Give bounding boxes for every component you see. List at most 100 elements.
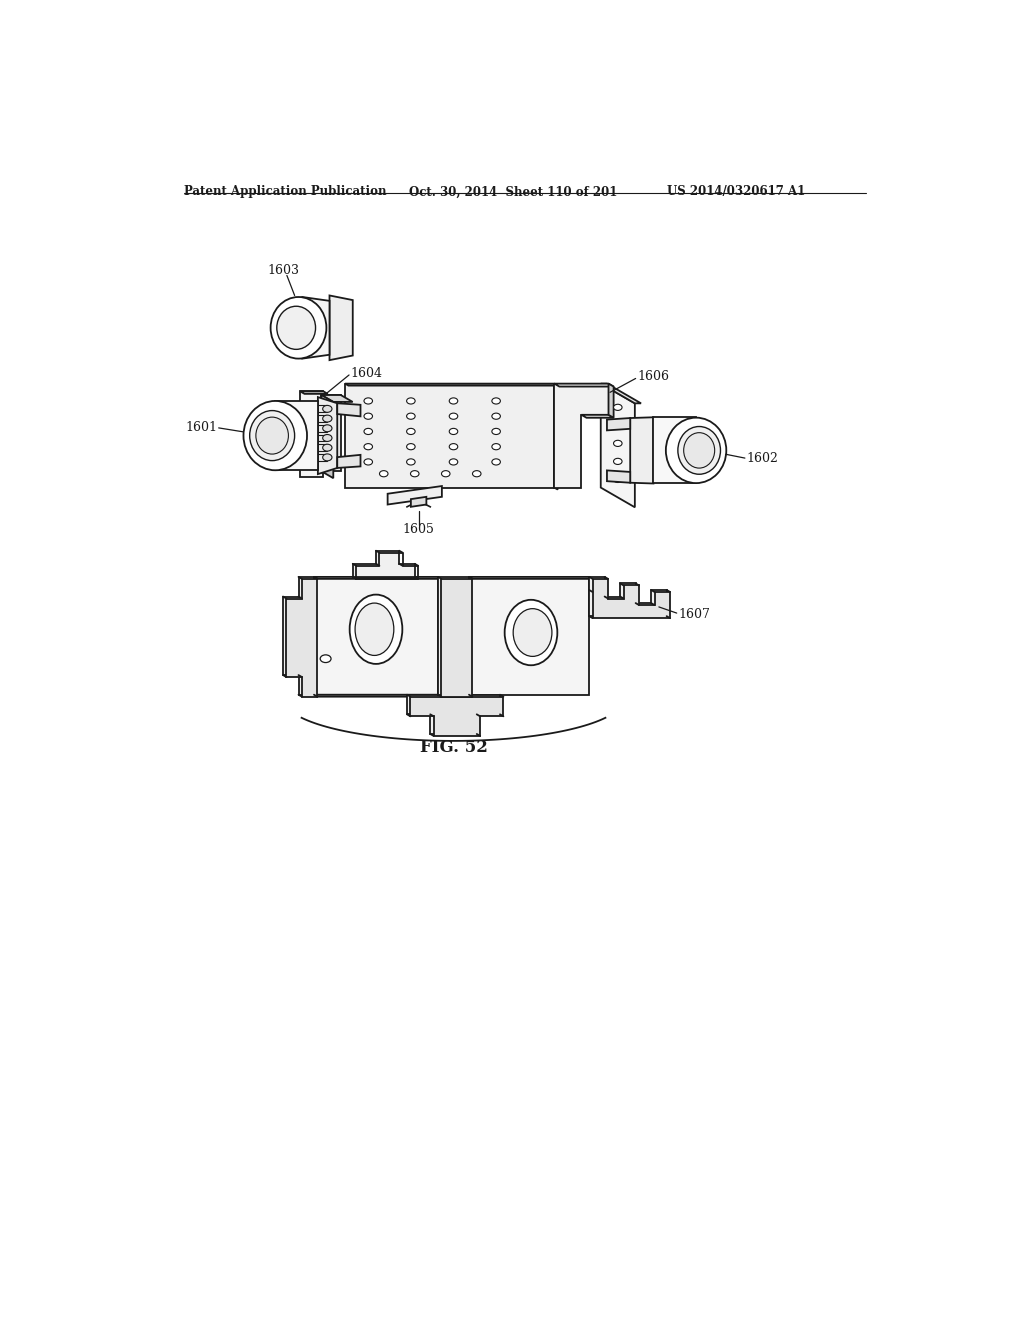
Ellipse shape [299,434,308,441]
Ellipse shape [450,429,458,434]
Ellipse shape [364,397,373,404]
Polygon shape [554,384,558,490]
Polygon shape [607,470,630,483]
Ellipse shape [492,429,501,434]
Ellipse shape [364,429,373,434]
Ellipse shape [364,444,373,450]
Ellipse shape [450,397,458,404]
Ellipse shape [492,413,501,420]
Polygon shape [630,417,653,483]
Polygon shape [314,577,441,579]
Polygon shape [411,697,504,737]
Ellipse shape [299,414,308,422]
Ellipse shape [613,404,622,411]
Ellipse shape [270,297,327,359]
Ellipse shape [450,444,458,450]
Ellipse shape [321,655,331,663]
Ellipse shape [513,609,552,656]
Ellipse shape [299,445,308,451]
Ellipse shape [684,433,715,469]
Ellipse shape [250,411,295,461]
Text: Oct. 30, 2014  Sheet 110 of 201: Oct. 30, 2014 Sheet 110 of 201 [409,185,616,198]
Text: 1607: 1607 [678,609,710,622]
Polygon shape [300,392,328,393]
Polygon shape [337,404,360,416]
Ellipse shape [323,405,332,412]
Text: 1604: 1604 [350,367,383,380]
Ellipse shape [299,405,308,412]
Polygon shape [322,395,341,471]
Ellipse shape [276,306,315,350]
Text: Patent Application Publication: Patent Application Publication [183,185,386,198]
Ellipse shape [364,413,373,420]
Polygon shape [345,384,558,385]
Text: 1601: 1601 [185,421,217,434]
Polygon shape [352,550,415,577]
Polygon shape [441,579,472,697]
Polygon shape [601,384,635,507]
Ellipse shape [407,429,415,434]
Polygon shape [287,579,317,697]
Ellipse shape [349,594,402,664]
Polygon shape [554,384,613,387]
Ellipse shape [441,471,450,477]
Ellipse shape [450,459,458,465]
Polygon shape [283,577,314,694]
Ellipse shape [613,458,622,465]
Ellipse shape [256,417,289,454]
Ellipse shape [407,444,415,450]
Ellipse shape [678,426,721,474]
Ellipse shape [613,477,622,483]
Polygon shape [582,414,613,417]
Polygon shape [314,694,441,697]
Polygon shape [388,486,442,504]
Polygon shape [322,395,352,401]
Ellipse shape [613,422,622,429]
Polygon shape [345,384,554,487]
Ellipse shape [450,413,458,420]
Polygon shape [653,417,696,483]
Ellipse shape [492,444,501,450]
Ellipse shape [613,441,622,446]
Ellipse shape [407,397,415,404]
Ellipse shape [380,471,388,477]
Ellipse shape [407,459,415,465]
Ellipse shape [299,454,308,461]
Polygon shape [302,297,330,359]
Polygon shape [317,397,337,474]
Polygon shape [469,577,593,579]
Ellipse shape [323,454,332,461]
Ellipse shape [492,397,501,404]
Ellipse shape [323,414,332,422]
Polygon shape [275,401,317,470]
Ellipse shape [323,434,332,441]
Text: FIG. 52: FIG. 52 [420,739,487,756]
Polygon shape [314,577,438,694]
Ellipse shape [407,413,415,420]
Text: 1606: 1606 [637,371,669,383]
Polygon shape [330,296,352,360]
Text: 1602: 1602 [746,451,778,465]
Text: 1603: 1603 [267,264,299,277]
Ellipse shape [505,599,557,665]
Polygon shape [407,694,500,734]
Ellipse shape [411,471,419,477]
Polygon shape [469,577,589,694]
Polygon shape [593,579,670,618]
Polygon shape [554,384,608,487]
Ellipse shape [355,603,394,656]
Text: 1605: 1605 [402,524,434,536]
Ellipse shape [666,417,726,483]
Polygon shape [322,395,333,478]
Ellipse shape [492,459,501,465]
Ellipse shape [364,459,373,465]
Ellipse shape [244,401,307,470]
Polygon shape [589,577,667,616]
Polygon shape [337,455,360,469]
Ellipse shape [323,445,332,451]
Ellipse shape [472,471,481,477]
Ellipse shape [299,425,308,432]
Polygon shape [608,384,613,417]
Polygon shape [300,392,324,478]
Polygon shape [607,418,630,430]
